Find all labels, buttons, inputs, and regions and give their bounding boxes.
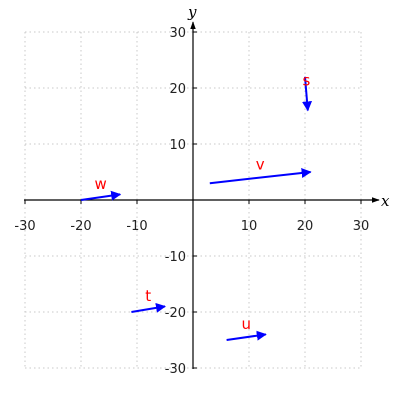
- vector-arrow: [209, 168, 312, 185]
- vector-arrow: [80, 190, 122, 201]
- vector-arrow: [131, 302, 166, 313]
- axes: [24, 21, 380, 369]
- x-tick-label: 30: [353, 219, 370, 234]
- vector-u: u: [226, 315, 267, 341]
- vector-w: w: [80, 175, 122, 201]
- y-tick-label: 10: [169, 138, 186, 153]
- vector-label: u: [241, 315, 251, 333]
- vector-label: w: [94, 175, 106, 193]
- x-tick-label: 20: [297, 219, 314, 234]
- vector-arrow: [226, 330, 267, 341]
- vector-label: t: [145, 287, 151, 305]
- y-axis-label: y: [187, 3, 197, 21]
- vector-t: t: [131, 287, 166, 313]
- y-tick-label: 20: [169, 82, 186, 97]
- x-tick-label: 10: [241, 219, 258, 234]
- vector-s: s: [302, 72, 313, 112]
- x-axis-label: x: [381, 192, 390, 210]
- vector-arrow: [302, 76, 313, 112]
- vector-label: v: [256, 156, 265, 174]
- ticks: -30 -20 -10 10 20 30 -30 -20 -10 10 20 30: [14, 26, 369, 377]
- vectors: w v s t u: [80, 72, 313, 341]
- vector-v: v: [209, 156, 312, 185]
- x-tick-label: -20: [70, 219, 91, 234]
- vector-label: s: [302, 72, 310, 90]
- x-tick-label: -10: [126, 219, 147, 234]
- y-tick-label: -10: [165, 250, 186, 265]
- x-tick-label: -30: [14, 219, 35, 234]
- y-tick-label: -20: [165, 306, 186, 321]
- y-tick-label: -30: [165, 362, 186, 377]
- y-tick-label: 30: [169, 26, 186, 41]
